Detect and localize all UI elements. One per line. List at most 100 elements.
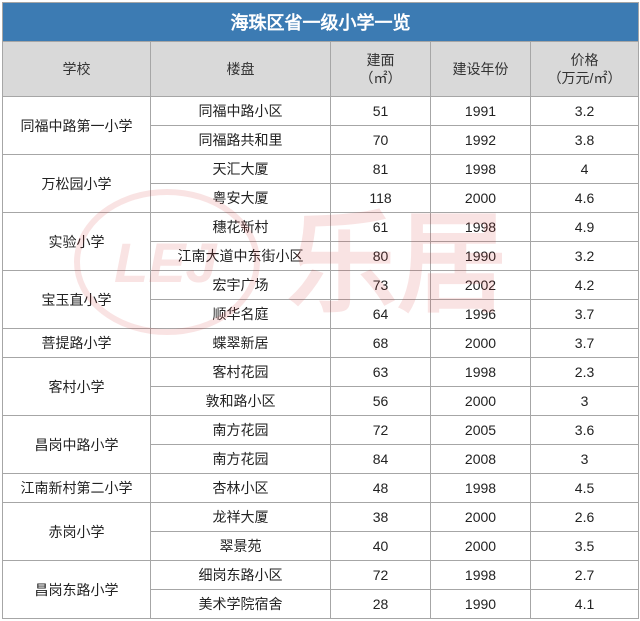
cell-price: 2.6 xyxy=(531,503,639,532)
cell-estate: 美术学院宿舍 xyxy=(151,590,331,619)
cell-year: 2000 xyxy=(431,387,531,416)
cell-school: 江南新村第二小学 xyxy=(3,474,151,503)
cell-school: 赤岗小学 xyxy=(3,503,151,561)
table-row: 江南新村第二小学杏林小区4819984.5 xyxy=(3,474,639,503)
cell-school: 同福中路第一小学 xyxy=(3,97,151,155)
cell-area: 28 xyxy=(331,590,431,619)
col-school: 学校 xyxy=(3,42,151,97)
table-row: 菩提路小学蝶翠新居6820003.7 xyxy=(3,329,639,358)
col-estate: 楼盘 xyxy=(151,42,331,97)
table-body: 同福中路第一小学同福中路小区5119913.2同福路共和里7019923.8万松… xyxy=(3,97,639,619)
cell-area: 73 xyxy=(331,271,431,300)
cell-year: 2000 xyxy=(431,503,531,532)
cell-price: 3 xyxy=(531,387,639,416)
cell-estate: 同福路共和里 xyxy=(151,126,331,155)
cell-school: 宝玉直小学 xyxy=(3,271,151,329)
cell-year: 1998 xyxy=(431,213,531,242)
table-row: 赤岗小学龙祥大厦3820002.6 xyxy=(3,503,639,532)
cell-year: 1991 xyxy=(431,97,531,126)
header-row: 学校 楼盘 建面（㎡） 建设年份 价格（万元/㎡） xyxy=(3,42,639,97)
col-price-label: 价格（万元/㎡） xyxy=(548,52,622,86)
cell-price: 4.9 xyxy=(531,213,639,242)
cell-area: 84 xyxy=(331,445,431,474)
cell-estate: 粤安大厦 xyxy=(151,184,331,213)
cell-area: 80 xyxy=(331,242,431,271)
table-row: 客村小学客村花园6319982.3 xyxy=(3,358,639,387)
cell-estate: 同福中路小区 xyxy=(151,97,331,126)
cell-price: 3.2 xyxy=(531,97,639,126)
cell-year: 2000 xyxy=(431,184,531,213)
cell-price: 3.6 xyxy=(531,416,639,445)
table-row: 实验小学穗花新村6119984.9 xyxy=(3,213,639,242)
col-area-label: 建面（㎡） xyxy=(360,52,402,86)
cell-price: 3.7 xyxy=(531,329,639,358)
col-area: 建面（㎡） xyxy=(331,42,431,97)
cell-year: 1996 xyxy=(431,300,531,329)
cell-estate: 杏林小区 xyxy=(151,474,331,503)
cell-area: 48 xyxy=(331,474,431,503)
school-table: 海珠区省一级小学一览 学校 楼盘 建面（㎡） 建设年份 价格（万元/㎡） 同福中… xyxy=(2,2,639,619)
cell-area: 72 xyxy=(331,561,431,590)
table-row: 万松园小学天汇大厦8119984 xyxy=(3,155,639,184)
cell-year: 2000 xyxy=(431,329,531,358)
cell-school: 实验小学 xyxy=(3,213,151,271)
cell-price: 4.2 xyxy=(531,271,639,300)
cell-estate: 天汇大厦 xyxy=(151,155,331,184)
title-row: 海珠区省一级小学一览 xyxy=(3,3,639,42)
table-title: 海珠区省一级小学一览 xyxy=(3,3,639,42)
cell-year: 1998 xyxy=(431,155,531,184)
cell-school: 万松园小学 xyxy=(3,155,151,213)
cell-estate: 穗花新村 xyxy=(151,213,331,242)
col-price: 价格（万元/㎡） xyxy=(531,42,639,97)
cell-year: 2002 xyxy=(431,271,531,300)
cell-estate: 江南大道中东街小区 xyxy=(151,242,331,271)
cell-school: 昌岗中路小学 xyxy=(3,416,151,474)
cell-area: 68 xyxy=(331,329,431,358)
cell-area: 64 xyxy=(331,300,431,329)
cell-year: 2008 xyxy=(431,445,531,474)
cell-area: 63 xyxy=(331,358,431,387)
cell-price: 2.7 xyxy=(531,561,639,590)
cell-school: 昌岗东路小学 xyxy=(3,561,151,619)
cell-estate: 南方花园 xyxy=(151,445,331,474)
table-row: 同福中路第一小学同福中路小区5119913.2 xyxy=(3,97,639,126)
cell-estate: 敦和路小区 xyxy=(151,387,331,416)
cell-year: 2005 xyxy=(431,416,531,445)
cell-school: 菩提路小学 xyxy=(3,329,151,358)
cell-price: 4 xyxy=(531,155,639,184)
cell-year: 2000 xyxy=(431,532,531,561)
cell-estate: 顺华名庭 xyxy=(151,300,331,329)
table-row: 昌岗中路小学南方花园7220053.6 xyxy=(3,416,639,445)
cell-estate: 南方花园 xyxy=(151,416,331,445)
cell-area: 61 xyxy=(331,213,431,242)
cell-area: 70 xyxy=(331,126,431,155)
cell-year: 1990 xyxy=(431,242,531,271)
cell-estate: 宏宇广场 xyxy=(151,271,331,300)
cell-year: 1998 xyxy=(431,561,531,590)
table-row: 宝玉直小学宏宇广场7320024.2 xyxy=(3,271,639,300)
cell-area: 51 xyxy=(331,97,431,126)
cell-price: 3.2 xyxy=(531,242,639,271)
cell-area: 118 xyxy=(331,184,431,213)
cell-price: 2.3 xyxy=(531,358,639,387)
cell-price: 3 xyxy=(531,445,639,474)
cell-area: 81 xyxy=(331,155,431,184)
cell-school: 客村小学 xyxy=(3,358,151,416)
cell-area: 56 xyxy=(331,387,431,416)
cell-area: 40 xyxy=(331,532,431,561)
cell-year: 1990 xyxy=(431,590,531,619)
cell-area: 38 xyxy=(331,503,431,532)
cell-year: 1998 xyxy=(431,474,531,503)
cell-price: 3.7 xyxy=(531,300,639,329)
cell-estate: 客村花园 xyxy=(151,358,331,387)
table-container: 海珠区省一级小学一览 学校 楼盘 建面（㎡） 建设年份 价格（万元/㎡） 同福中… xyxy=(2,2,638,619)
table-row: 昌岗东路小学细岗东路小区7219982.7 xyxy=(3,561,639,590)
cell-price: 4.6 xyxy=(531,184,639,213)
cell-estate: 蝶翠新居 xyxy=(151,329,331,358)
cell-year: 1992 xyxy=(431,126,531,155)
cell-estate: 细岗东路小区 xyxy=(151,561,331,590)
cell-price: 3.5 xyxy=(531,532,639,561)
col-year: 建设年份 xyxy=(431,42,531,97)
cell-price: 4.1 xyxy=(531,590,639,619)
cell-price: 4.5 xyxy=(531,474,639,503)
